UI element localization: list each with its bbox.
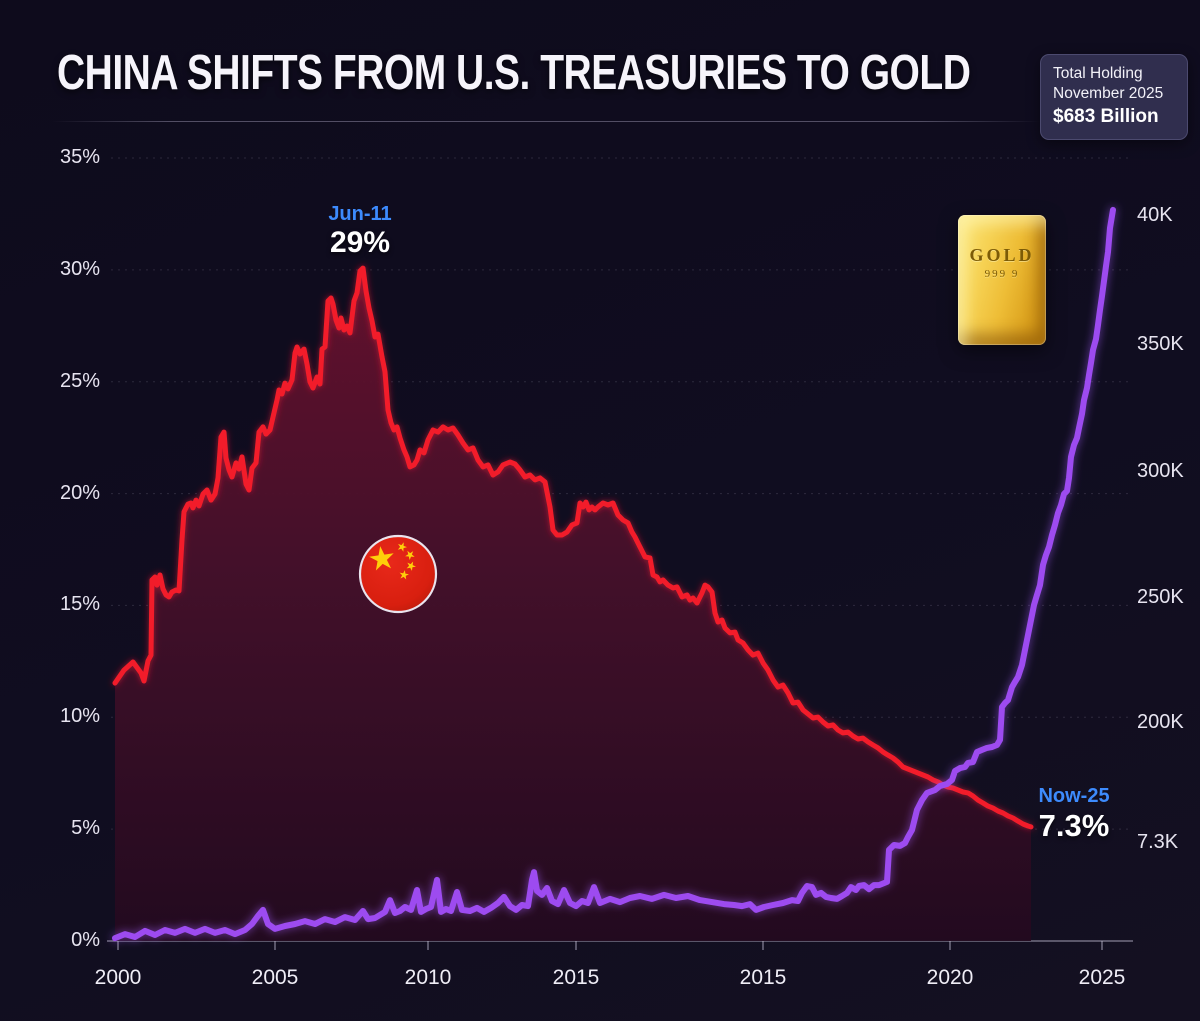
china-flag-icon <box>358 534 438 614</box>
y-axis-left-tick-label: 5% <box>71 817 100 840</box>
now-annotation-date: Now-25 <box>1038 785 1110 807</box>
y-axis-left-tick-label: 30% <box>59 257 100 280</box>
y-axis-left-tick-label: 10% <box>59 705 100 728</box>
y-axis-right-tick-label: 40K <box>1137 204 1173 226</box>
y-axis-left-tick-label: 15% <box>59 593 100 616</box>
x-axis-tick-label: 2015 <box>739 966 787 989</box>
y-axis-right-tick-label: 350K <box>1137 333 1184 355</box>
x-axis-tick-label: 2025 <box>1078 966 1126 989</box>
y-axis-right-tick-label: 300K <box>1137 460 1184 482</box>
gold-bar-icon: GOLD 999 9 <box>958 215 1046 345</box>
y-axis-left-tick-label: 0% <box>71 929 100 951</box>
x-axis-tick-label: 2020 <box>926 966 974 989</box>
badge-label: Total Holding <box>1053 65 1143 82</box>
x-axis-tick-label: 2010 <box>404 966 452 989</box>
y-axis-right-tick-label: 250K <box>1137 586 1184 608</box>
y-axis-right-tick-label: 200K <box>1137 711 1184 733</box>
peak-annotation-date: Jun-11 <box>328 203 392 225</box>
peak-annotation: Jun-11 29% <box>300 203 420 260</box>
treasuries-line <box>112 265 1034 830</box>
y-axis-left-tick-label: 25% <box>59 369 100 392</box>
gold-bar-text: GOLD <box>969 245 1035 265</box>
gold-line <box>112 206 1116 942</box>
y-axis-left-tick-label: 20% <box>59 481 100 504</box>
peak-annotation-value: 29% <box>329 226 391 259</box>
badge-value: $683 Billion <box>1053 106 1159 127</box>
x-axis-tick-label: 2000 <box>94 966 142 989</box>
x-axis-tick-label: 2015 <box>552 966 600 989</box>
x-axis <box>107 940 1133 950</box>
x-axis-tick-label: 2005 <box>251 966 299 989</box>
y-axis-left-tick-label: 35% <box>59 146 100 168</box>
page-title: CHINA SHIFTS FROM U.S. TREASURIES TO GOL… <box>57 46 971 101</box>
treasuries-area <box>115 268 1031 942</box>
y-axis-right-tick-label: 7.3K <box>1137 831 1179 853</box>
now-annotation-value: 7.3% <box>1038 808 1110 843</box>
title-divider <box>52 121 1040 122</box>
gold-bar-fineness: 999 9 <box>984 268 1020 280</box>
badge-date: November 2025 <box>1053 85 1164 102</box>
series-lines <box>112 206 1116 942</box>
total-holding-badge: Total Holding November 2025 $683 Billion <box>1040 54 1188 140</box>
now-annotation: Now-25 7.3% <box>1013 785 1135 844</box>
